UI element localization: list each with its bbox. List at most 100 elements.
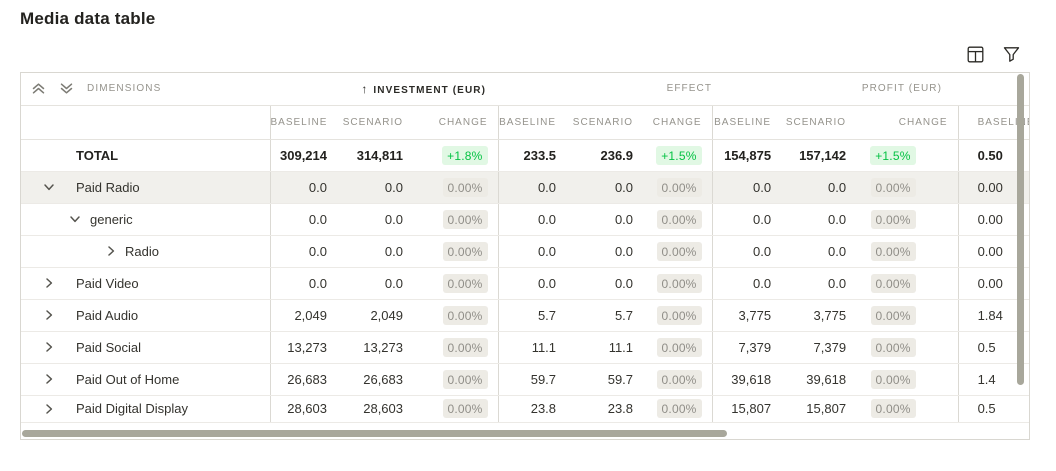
- value-cell: 3,775: [711, 299, 782, 332]
- group-header-row: DIMENSIONS ↑ INVESTMENT (EUR) EFFECT PROF…: [21, 73, 1029, 106]
- value-cell: 2,049: [269, 299, 337, 332]
- table-row: Radio 0.0 0.0 0.00% 0.0 0.0 0.00% 0.0 0.0 0.00% 0.…: [21, 235, 1029, 268]
- dimension-cell[interactable]: Paid Digital Display: [21, 395, 270, 423]
- table-row: generic 0.0 0.0 0.00% 0.0 0.0 0.00% 0.0 0.0 0.00%…: [21, 203, 1029, 236]
- col-header-scenario[interactable]: SCENARIO: [566, 105, 644, 140]
- col-header-baseline[interactable]: BASELINE: [711, 105, 782, 140]
- col-header-scenario[interactable]: SCENARIO: [781, 105, 857, 140]
- value-cell: 7,379: [781, 331, 857, 364]
- col-header-change[interactable]: CHANGE: [413, 105, 499, 140]
- chevron-right-icon[interactable]: [43, 373, 55, 385]
- change-badge: 0.00%: [870, 305, 916, 325]
- dimension-label: Paid Video: [76, 275, 139, 291]
- dimension-label: Paid Social: [76, 339, 142, 355]
- dimension-cell[interactable]: Paid Social: [21, 331, 270, 364]
- dimension-cell[interactable]: generic: [21, 203, 270, 236]
- change-cell: 0.00%: [856, 331, 959, 364]
- group-header-profit[interactable]: PROFIT (EUR): [712, 73, 959, 106]
- value-cell: 0.0: [337, 267, 413, 300]
- col-header-baseline[interactable]: BASELINE: [497, 105, 567, 140]
- chevron-down-icon[interactable]: [69, 213, 81, 225]
- horizontal-scrollbar[interactable]: [22, 430, 727, 437]
- value-cell: 0.0: [269, 203, 337, 236]
- table-toolbar: [966, 45, 1020, 63]
- empty-header-cell: [21, 105, 270, 140]
- change-cell: 0.00%: [643, 235, 713, 268]
- dimension-cell[interactable]: Paid Out of Home: [21, 363, 270, 396]
- col-header-change[interactable]: CHANGE: [856, 105, 959, 140]
- value-cell: 0.0: [337, 203, 413, 236]
- value-cell: 0.0: [711, 171, 782, 204]
- change-cell: 0.00%: [413, 235, 499, 268]
- value-cell: 236.9: [566, 139, 644, 172]
- value-cell: 13,273: [337, 331, 413, 364]
- change-cell: 0.00%: [413, 267, 499, 300]
- media-data-table: DIMENSIONS ↑ INVESTMENT (EUR) EFFECT PROF…: [20, 72, 1030, 440]
- table-row: Paid Audio 2,049 2,049 0.00% 5.7 5.7 0.00% 3,77…: [21, 299, 1029, 332]
- change-cell: 0.00%: [856, 299, 959, 332]
- value-cell: 0.0: [566, 235, 644, 268]
- change-badge: 0.00%: [656, 337, 702, 357]
- col-header-baseline[interactable]: BASELINE: [269, 105, 337, 140]
- change-cell: 0.00%: [413, 203, 499, 236]
- group-header-effect[interactable]: EFFECT: [498, 73, 713, 106]
- value-cell: 309,214: [269, 139, 337, 172]
- value-cell: 0.0: [781, 203, 857, 236]
- columns-icon[interactable]: [966, 45, 984, 63]
- value-cell: 26,683: [269, 363, 337, 396]
- chevron-right-icon[interactable]: [105, 245, 117, 257]
- col-header-scenario[interactable]: SCENARIO: [337, 105, 413, 140]
- chevron-right-icon[interactable]: [43, 309, 55, 321]
- table-row: Paid Out of Home 26,683 26,683 0.00% 59.7 59.…: [21, 363, 1029, 396]
- change-badge: 0.00%: [656, 369, 702, 389]
- change-cell: 0.00%: [643, 331, 713, 364]
- dimension-cell[interactable]: Paid Radio: [21, 171, 270, 204]
- collapse-all-icon[interactable]: [31, 81, 46, 96]
- value-cell: 0.0: [497, 267, 567, 300]
- change-badge: 0.00%: [656, 273, 702, 293]
- filter-icon[interactable]: [1002, 45, 1020, 63]
- value-cell: 5.7: [497, 299, 567, 332]
- chevron-right-icon[interactable]: [43, 277, 55, 289]
- expand-all-icon[interactable]: [59, 81, 74, 96]
- value-cell: 0.0: [566, 203, 644, 236]
- group-header-investment[interactable]: ↑ INVESTMENT (EUR): [270, 73, 499, 106]
- change-badge: 0.00%: [442, 273, 488, 293]
- dimension-label: Paid Out of Home: [76, 371, 180, 387]
- col-header-change[interactable]: CHANGE: [643, 105, 713, 140]
- value-cell: 2,049: [337, 299, 413, 332]
- value-cell: 154,875: [711, 139, 782, 172]
- change-badge: +1.5%: [656, 145, 702, 165]
- value-cell: 3,775: [781, 299, 857, 332]
- dimension-label: generic: [90, 211, 133, 227]
- change-badge: 0.00%: [656, 209, 702, 229]
- change-badge: 0.00%: [870, 209, 916, 229]
- change-badge: 0.00%: [870, 273, 916, 293]
- value-cell: 157,142: [781, 139, 857, 172]
- chevron-right-icon[interactable]: [43, 403, 55, 415]
- dimension-label: Paid Digital Display: [76, 401, 188, 416]
- change-badge: 0.00%: [442, 337, 488, 357]
- table-row: Paid Radio 0.0 0.0 0.00% 0.0 0.0 0.00% 0.0 0.0 0.…: [21, 171, 1029, 204]
- change-cell: 0.00%: [643, 267, 713, 300]
- change-badge: 0.00%: [442, 209, 488, 229]
- change-badge: 0.00%: [656, 177, 702, 197]
- change-cell: 0.00%: [413, 395, 499, 423]
- change-cell: 0.00%: [643, 171, 713, 204]
- value-cell: 0.0: [269, 171, 337, 204]
- dimension-cell[interactable]: Paid Audio: [21, 299, 270, 332]
- dimension-cell[interactable]: Radio: [21, 235, 270, 268]
- vertical-scrollbar[interactable]: [1017, 74, 1024, 385]
- change-cell: 0.00%: [856, 363, 959, 396]
- value-cell: 23.8: [497, 395, 567, 423]
- value-cell: 0.0: [497, 235, 567, 268]
- dimension-label: TOTAL: [76, 147, 119, 163]
- chevron-down-icon[interactable]: [43, 181, 55, 193]
- table-row: Paid Digital Display 28,603 28,603 0.00% 23.…: [21, 395, 1029, 423]
- table-row: Paid Social 13,273 13,273 0.00% 11.1 11.1 0.00…: [21, 331, 1029, 364]
- change-cell: 0.00%: [413, 363, 499, 396]
- change-cell: 0.00%: [413, 171, 499, 204]
- chevron-right-icon[interactable]: [43, 341, 55, 353]
- dimension-cell[interactable]: Paid Video: [21, 267, 270, 300]
